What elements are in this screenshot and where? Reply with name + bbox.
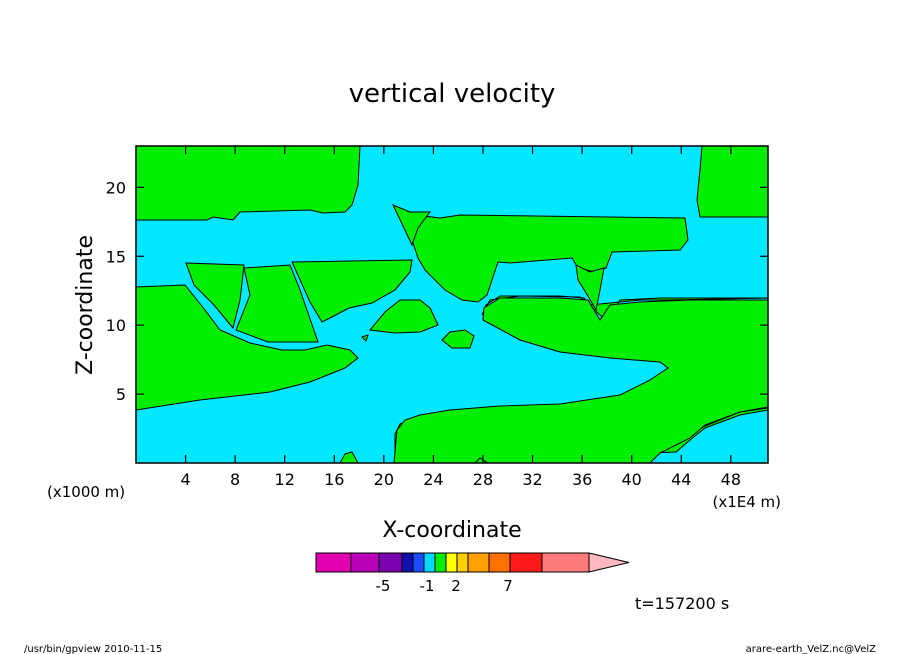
colorbar-swatch — [467, 552, 490, 573]
x-tick-label: 16 — [324, 470, 344, 489]
colorbar-swatch — [350, 552, 380, 573]
contour-region — [185, 262, 245, 330]
y-tick-label: 20 — [106, 178, 126, 197]
contour-region — [136, 146, 361, 221]
colorbar-label: 7 — [503, 577, 513, 595]
colorbar — [315, 552, 630, 573]
x-tick-label: 44 — [671, 470, 691, 489]
contour-region — [291, 259, 413, 323]
contour-region — [369, 299, 439, 334]
x-tick-label: 4 — [180, 470, 190, 489]
x-ticks: 4 8 12 16 20 24 28 32 36 40 44 48 — [180, 146, 741, 489]
colorbar-swatch — [412, 552, 425, 573]
x-unit-note: (x1E4 m) — [712, 493, 781, 511]
contour-region — [361, 334, 369, 342]
x-tick-label: 24 — [423, 470, 443, 489]
y-tick-label: 15 — [106, 247, 126, 266]
x-tick-label: 40 — [622, 470, 642, 489]
colorbar-arrow — [588, 552, 630, 573]
footer-right: arare-earth_VelZ.nc@VelZ — [746, 644, 877, 654]
x-tick-label: 20 — [374, 470, 394, 489]
x-tick-label: 12 — [275, 470, 295, 489]
colorbar-swatch — [401, 552, 414, 573]
colorbar-swatch — [434, 552, 447, 573]
x-tick-label: 36 — [572, 470, 592, 489]
x-tick-label: 8 — [230, 470, 240, 489]
contour-region — [136, 284, 359, 411]
y-tick-label: 10 — [106, 316, 126, 335]
colorbar-label: 2 — [451, 577, 461, 595]
y-unit-note: (x1000 m) — [47, 483, 125, 501]
plot-frame — [135, 145, 769, 464]
y-tick-label: 5 — [116, 385, 126, 404]
contour-region — [339, 451, 359, 463]
colorbar-swatch — [509, 552, 543, 573]
contour-region — [393, 297, 768, 463]
colorbar-label: -5 — [376, 577, 391, 595]
x-tick-label: 32 — [522, 470, 542, 489]
x-tick-label: 28 — [473, 470, 493, 489]
colorbar-swatch — [488, 552, 511, 573]
contour-region — [235, 264, 319, 343]
colorbar-label: -1 — [420, 577, 435, 595]
colorbar-swatch — [378, 552, 403, 573]
chart-title: vertical velocity — [349, 79, 556, 109]
colorbar-swatch — [315, 552, 352, 573]
footer-left: /usr/bin/gpview 2010-11-15 — [24, 644, 162, 654]
y-axis-label: Z-coordinate — [73, 235, 98, 375]
contour-region — [474, 457, 489, 463]
colorbar-swatch — [541, 552, 590, 573]
x-axis-label: X-coordinate — [382, 518, 521, 543]
contour-region — [391, 204, 431, 247]
x-tick-label: 48 — [721, 470, 741, 489]
colorbar-swatch — [445, 552, 458, 573]
colorbar-swatch — [423, 552, 436, 573]
contour-region — [411, 214, 689, 303]
colorbar-labels: -5 -1 2 7 — [376, 577, 513, 595]
time-label: t=157200 s — [635, 594, 729, 613]
colorbar-swatch — [456, 552, 469, 573]
contour-region — [575, 264, 605, 312]
contour-region — [441, 329, 475, 349]
contour-region — [696, 146, 768, 218]
y-ticks: 5 10 15 20 — [106, 178, 768, 404]
